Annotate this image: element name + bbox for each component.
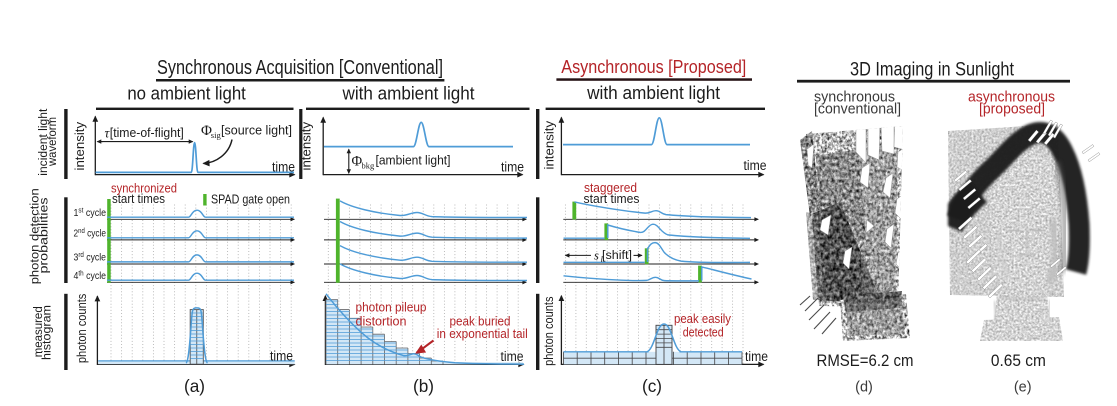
svg-text:[source light]: [source light]	[221, 123, 292, 138]
svg-text:synchronized: synchronized	[111, 180, 177, 195]
svg-text:intensity: intensity	[72, 121, 87, 170]
svg-text:in exponential tail: in exponential tail	[437, 326, 528, 341]
svg-text:no ambient light: no ambient light	[127, 83, 246, 104]
svg-text:(e): (e)	[1014, 380, 1032, 396]
svg-text:(c): (c)	[642, 376, 662, 396]
svg-text:SPAD gate open: SPAD gate open	[211, 191, 290, 206]
svg-text:photon counts: photon counts	[74, 293, 89, 363]
svg-text:histogram: histogram	[40, 305, 54, 360]
svg-text:time: time	[501, 159, 524, 174]
svg-text:τ: τ	[105, 125, 111, 140]
svg-text:waveform: waveform	[45, 117, 59, 167]
svg-text:Synchronous Acquisition [Conve: Synchronous Acquisition [Conventional]	[157, 56, 443, 79]
svg-text:(d): (d)	[855, 380, 873, 396]
svg-text:1st cycle: 1st cycle	[74, 206, 107, 219]
svg-text:Φ: Φ	[201, 123, 212, 139]
svg-text:2nd cycle: 2nd cycle	[74, 226, 107, 239]
svg-text:start times: start times	[112, 191, 165, 206]
svg-text:time: time	[745, 349, 768, 364]
svg-text:probabilities: probabilities	[37, 198, 51, 274]
svg-text:[ambient light]: [ambient light]	[376, 152, 451, 167]
svg-text:RMSE=6.2 cm: RMSE=6.2 cm	[817, 351, 914, 370]
svg-text:3rd cycle: 3rd cycle	[74, 250, 107, 263]
svg-text:time: time	[744, 158, 767, 173]
svg-text:(b): (b)	[413, 376, 434, 396]
svg-text:photon counts: photon counts	[541, 296, 556, 366]
svg-text:l: l	[601, 254, 604, 264]
svg-text:distortion: distortion	[356, 313, 407, 328]
svg-text:s: s	[594, 248, 599, 262]
svg-text:[proposed]: [proposed]	[979, 101, 1045, 117]
svg-text:(a): (a)	[184, 376, 205, 396]
svg-text:detected: detected	[683, 324, 724, 339]
svg-text:intensity: intensity	[542, 120, 557, 169]
svg-text:sig: sig	[211, 130, 222, 140]
svg-text:peak easily: peak easily	[674, 311, 731, 326]
svg-text:Asynchronous [Proposed]: Asynchronous [Proposed]	[561, 57, 746, 77]
svg-text:Φ: Φ	[352, 154, 363, 170]
svg-text:measured: measured	[31, 306, 45, 357]
svg-text:[conventional]: [conventional]	[814, 101, 901, 117]
svg-text:time: time	[501, 349, 524, 364]
svg-text:photon detection: photon detection	[27, 188, 41, 284]
svg-text:intensity: intensity	[299, 121, 314, 170]
svg-text:photon pileup: photon pileup	[356, 300, 427, 315]
svg-text:staggered: staggered	[584, 180, 637, 195]
svg-text:incident light: incident light	[36, 108, 50, 176]
svg-text:start times: start times	[584, 191, 640, 206]
svg-text:peak buried: peak buried	[450, 313, 511, 328]
svg-text:[time-of-flight]: [time-of-flight]	[110, 126, 184, 140]
svg-text:time: time	[270, 348, 293, 363]
svg-text:with ambient light: with ambient light	[342, 83, 475, 104]
svg-text:3D Imaging in Sunlight: 3D Imaging in Sunlight	[850, 60, 1015, 81]
svg-text:synchronous: synchronous	[814, 90, 895, 106]
svg-text:[shift]: [shift]	[602, 248, 632, 262]
svg-text:asynchronous: asynchronous	[968, 90, 1055, 106]
svg-text:0.65 cm: 0.65 cm	[991, 351, 1046, 370]
svg-text:with ambient light: with ambient light	[586, 82, 720, 103]
svg-text:bkg: bkg	[362, 161, 376, 171]
svg-text:time: time	[272, 159, 295, 174]
svg-text:4th cycle: 4th cycle	[74, 269, 107, 282]
